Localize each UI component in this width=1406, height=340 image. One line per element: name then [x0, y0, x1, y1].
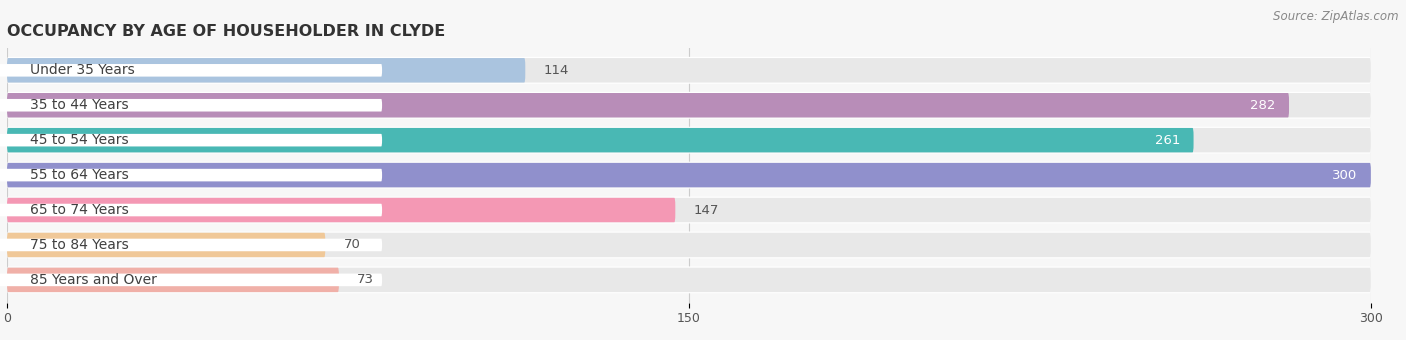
FancyBboxPatch shape — [0, 64, 382, 76]
Text: 114: 114 — [544, 64, 569, 77]
FancyBboxPatch shape — [7, 268, 339, 292]
Text: 45 to 54 Years: 45 to 54 Years — [30, 133, 128, 147]
FancyBboxPatch shape — [7, 162, 1371, 189]
Text: 35 to 44 Years: 35 to 44 Years — [30, 98, 128, 112]
FancyBboxPatch shape — [0, 169, 382, 181]
FancyBboxPatch shape — [7, 198, 1371, 222]
FancyBboxPatch shape — [7, 233, 325, 257]
Text: Under 35 Years: Under 35 Years — [30, 63, 135, 77]
FancyBboxPatch shape — [7, 232, 1371, 258]
Text: 75 to 84 Years: 75 to 84 Years — [30, 238, 128, 252]
Text: 261: 261 — [1154, 134, 1180, 147]
Text: 73: 73 — [357, 273, 374, 286]
Text: Source: ZipAtlas.com: Source: ZipAtlas.com — [1274, 10, 1399, 23]
FancyBboxPatch shape — [7, 233, 1371, 257]
FancyBboxPatch shape — [7, 268, 1371, 292]
FancyBboxPatch shape — [7, 92, 1371, 119]
Text: 55 to 64 Years: 55 to 64 Years — [30, 168, 128, 182]
Text: 147: 147 — [693, 204, 718, 217]
Text: 300: 300 — [1331, 169, 1357, 182]
FancyBboxPatch shape — [0, 274, 382, 286]
FancyBboxPatch shape — [7, 267, 1371, 293]
FancyBboxPatch shape — [7, 197, 1371, 223]
Text: 70: 70 — [343, 238, 360, 252]
FancyBboxPatch shape — [7, 163, 1371, 187]
FancyBboxPatch shape — [7, 128, 1371, 152]
FancyBboxPatch shape — [7, 58, 1371, 83]
FancyBboxPatch shape — [7, 198, 675, 222]
FancyBboxPatch shape — [7, 57, 1371, 84]
FancyBboxPatch shape — [7, 58, 526, 83]
FancyBboxPatch shape — [0, 204, 382, 216]
FancyBboxPatch shape — [7, 127, 1371, 154]
FancyBboxPatch shape — [0, 99, 382, 112]
Text: 65 to 74 Years: 65 to 74 Years — [30, 203, 128, 217]
FancyBboxPatch shape — [0, 239, 382, 251]
FancyBboxPatch shape — [0, 134, 382, 147]
Text: 85 Years and Over: 85 Years and Over — [30, 273, 156, 287]
FancyBboxPatch shape — [7, 93, 1371, 117]
Text: OCCUPANCY BY AGE OF HOUSEHOLDER IN CLYDE: OCCUPANCY BY AGE OF HOUSEHOLDER IN CLYDE — [7, 24, 446, 39]
Text: 282: 282 — [1250, 99, 1275, 112]
FancyBboxPatch shape — [7, 93, 1289, 117]
FancyBboxPatch shape — [7, 163, 1371, 187]
FancyBboxPatch shape — [7, 128, 1194, 152]
